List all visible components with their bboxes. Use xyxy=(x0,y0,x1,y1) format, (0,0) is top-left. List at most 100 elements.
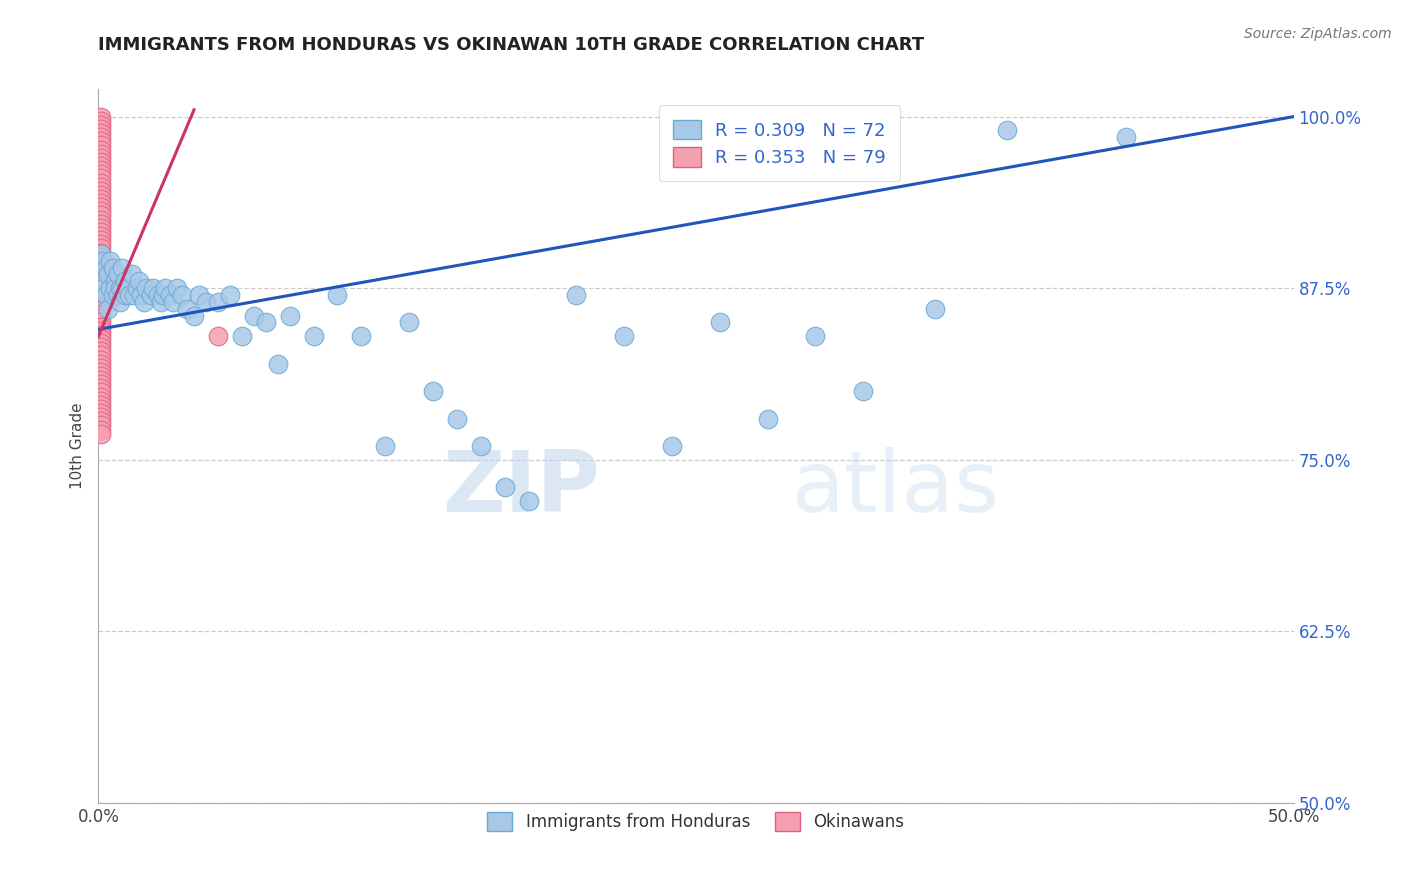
Point xyxy=(114,288,136,302)
Point xyxy=(94,260,117,275)
Point xyxy=(90,187,112,202)
Point xyxy=(187,288,209,302)
Point xyxy=(155,281,177,295)
Point xyxy=(90,167,112,181)
Point xyxy=(101,288,124,302)
Point xyxy=(90,327,112,342)
Point xyxy=(97,301,120,316)
Point xyxy=(90,357,112,371)
Point xyxy=(125,281,148,295)
Legend: Immigrants from Honduras, Okinawans: Immigrants from Honduras, Okinawans xyxy=(474,799,918,845)
Point xyxy=(90,344,112,359)
Point xyxy=(90,126,112,140)
Point xyxy=(107,268,129,282)
Point xyxy=(90,118,112,132)
Text: atlas: atlas xyxy=(792,447,1000,531)
Point xyxy=(90,373,112,387)
Point xyxy=(90,196,112,211)
Point xyxy=(90,311,112,326)
Point xyxy=(398,316,420,330)
Point xyxy=(90,146,112,161)
Point xyxy=(114,274,136,288)
Point xyxy=(128,274,150,288)
Point xyxy=(422,384,444,398)
Point xyxy=(108,281,131,295)
Point xyxy=(90,283,112,297)
Point xyxy=(90,266,112,280)
Point xyxy=(90,336,112,351)
Point xyxy=(162,294,184,309)
Point xyxy=(90,414,112,428)
Point xyxy=(90,381,112,395)
Point xyxy=(1115,130,1137,145)
Point xyxy=(90,401,112,416)
Point xyxy=(278,309,301,323)
Y-axis label: 10th Grade: 10th Grade xyxy=(69,402,84,490)
Point xyxy=(470,439,492,453)
Point xyxy=(302,329,325,343)
Point xyxy=(90,319,112,334)
Point xyxy=(90,369,112,384)
Point xyxy=(166,281,188,295)
Point xyxy=(90,274,112,288)
Point xyxy=(118,288,141,302)
Point xyxy=(90,418,112,433)
Point xyxy=(90,122,112,136)
Point xyxy=(131,288,153,302)
Point xyxy=(111,260,134,275)
Point xyxy=(142,281,165,295)
Point xyxy=(172,288,194,302)
Text: Source: ZipAtlas.com: Source: ZipAtlas.com xyxy=(1244,27,1392,41)
Point xyxy=(90,130,112,145)
Point xyxy=(107,288,129,302)
Point xyxy=(90,143,112,157)
Point xyxy=(90,390,112,404)
Point xyxy=(90,426,112,441)
Point xyxy=(90,385,112,400)
Point xyxy=(90,410,112,425)
Point xyxy=(219,288,242,302)
Point xyxy=(756,411,779,425)
Point xyxy=(90,299,112,313)
Point xyxy=(104,274,127,288)
Point xyxy=(90,184,112,198)
Point xyxy=(111,281,134,295)
Point xyxy=(90,176,112,190)
Point xyxy=(90,217,112,231)
Point xyxy=(90,138,112,153)
Point xyxy=(90,270,112,285)
Point xyxy=(90,245,112,260)
Point xyxy=(90,262,112,277)
Point xyxy=(90,258,112,272)
Point xyxy=(101,260,124,275)
Point xyxy=(108,294,131,309)
Point xyxy=(90,352,112,367)
Point xyxy=(90,237,112,252)
Point xyxy=(148,288,170,302)
Point xyxy=(97,268,120,282)
Point xyxy=(90,225,112,239)
Point xyxy=(374,439,396,453)
Point xyxy=(195,294,218,309)
Point xyxy=(90,229,112,244)
Point xyxy=(90,291,112,305)
Point xyxy=(565,288,588,302)
Point xyxy=(139,288,162,302)
Point xyxy=(90,307,112,321)
Point xyxy=(90,110,112,124)
Point xyxy=(104,281,127,295)
Point xyxy=(207,294,229,309)
Point xyxy=(90,247,112,261)
Point xyxy=(326,288,349,302)
Point xyxy=(350,329,373,343)
Point xyxy=(152,288,174,302)
Point xyxy=(90,332,112,346)
Point xyxy=(90,241,112,255)
Point xyxy=(90,406,112,420)
Point xyxy=(94,288,117,302)
Point xyxy=(231,329,253,343)
Point xyxy=(90,155,112,169)
Point xyxy=(90,294,112,309)
Point xyxy=(709,316,731,330)
Point xyxy=(995,123,1018,137)
